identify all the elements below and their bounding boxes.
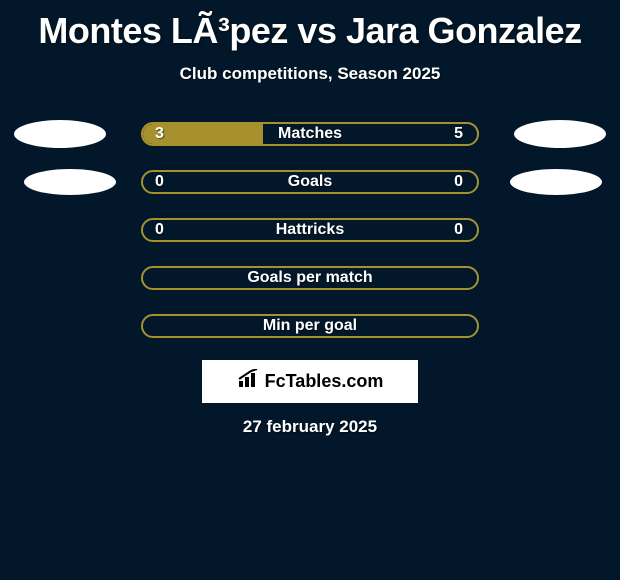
stat-right-value: 0 <box>454 221 463 239</box>
stat-label: Hattricks <box>143 221 477 239</box>
stat-bar: Min per goal <box>141 314 479 338</box>
player-left-name: Montes LÃ³pez <box>38 10 288 51</box>
stat-row: Min per goal <box>0 314 620 338</box>
stat-bar: 3Matches5 <box>141 122 479 146</box>
footer-date: 27 february 2025 <box>0 417 620 437</box>
stat-row: 0Hattricks0 <box>0 218 620 242</box>
stat-bar: Goals per match <box>141 266 479 290</box>
stat-row: 0Goals0 <box>0 170 620 194</box>
club-badge-right <box>510 169 602 195</box>
club-badge-right <box>514 120 606 148</box>
player-right-name: Jara Gonzalez <box>346 10 582 51</box>
stat-rows-container: 3Matches50Goals00Hattricks0Goals per mat… <box>0 122 620 338</box>
vs-text: vs <box>297 10 336 51</box>
bar-chart-icon <box>237 369 263 394</box>
stat-row: Goals per match <box>0 266 620 290</box>
page-title: Montes LÃ³pez vs Jara Gonzalez <box>0 0 620 52</box>
club-badge-left <box>24 169 116 195</box>
club-badge-left <box>14 120 106 148</box>
stat-label: Matches <box>143 125 477 143</box>
subtitle: Club competitions, Season 2025 <box>0 64 620 84</box>
stat-right-value: 0 <box>454 173 463 191</box>
logo-text: FcTables.com <box>265 371 384 392</box>
stat-label: Goals <box>143 173 477 191</box>
stat-bar: 0Goals0 <box>141 170 479 194</box>
stat-right-value: 5 <box>454 125 463 143</box>
logo-box[interactable]: FcTables.com <box>202 360 418 403</box>
stat-bar: 0Hattricks0 <box>141 218 479 242</box>
stat-label: Min per goal <box>143 317 477 335</box>
stat-row: 3Matches5 <box>0 122 620 146</box>
stat-label: Goals per match <box>143 269 477 287</box>
